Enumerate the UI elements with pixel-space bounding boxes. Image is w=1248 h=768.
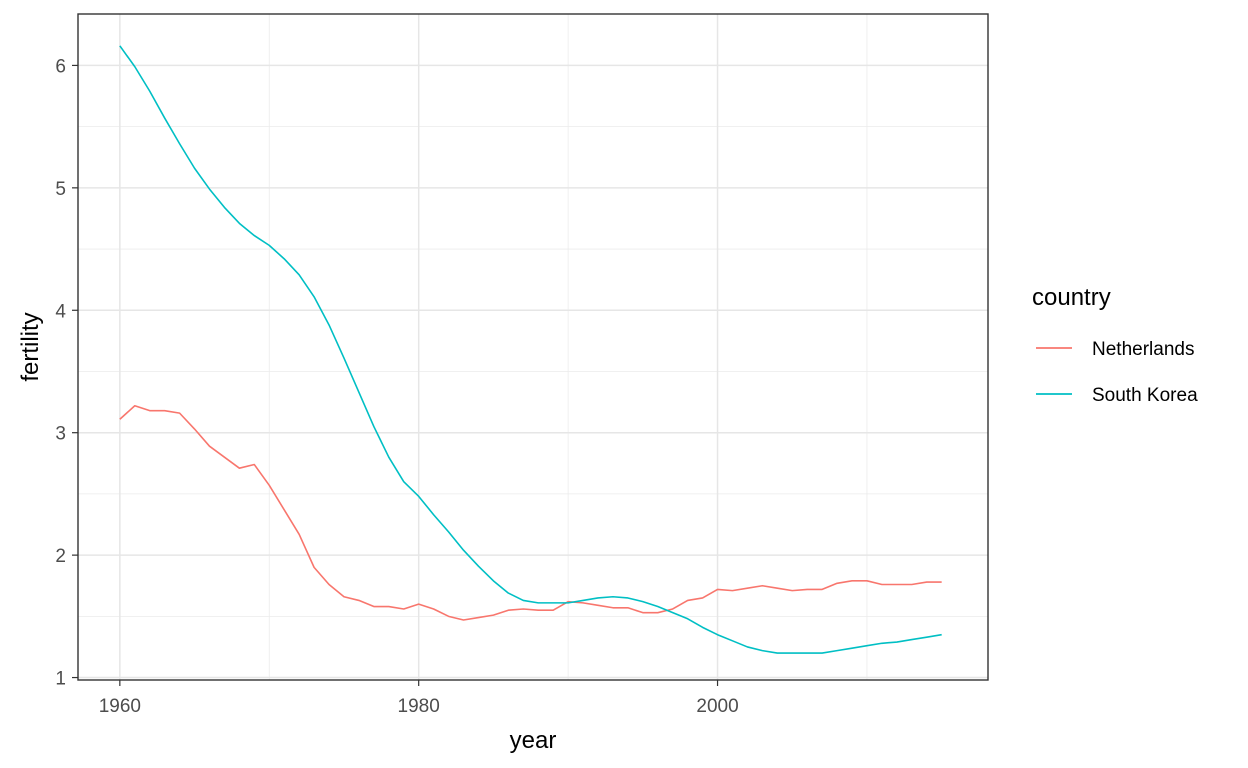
series-line-netherlands — [119, 404, 942, 621]
legend-label-netherlands: Netherlands — [1092, 339, 1194, 360]
y-tick-label: 3 — [55, 424, 66, 445]
plot-panel-border — [77, 13, 989, 681]
series-lines — [119, 45, 942, 654]
plot-panel-background — [78, 14, 988, 680]
y-axis: 1 2 3 4 5 6 — [55, 56, 78, 690]
legend-label-south-korea: South Korea — [1092, 385, 1198, 406]
legend: country Netherlands South Korea — [1032, 284, 1198, 406]
major-gridlines — [78, 14, 988, 680]
y-tick-label: 1 — [55, 669, 66, 690]
x-axis: 1960 1980 2000 — [99, 680, 739, 717]
legend-title: country — [1032, 284, 1111, 311]
y-tick-label: 5 — [55, 179, 66, 200]
y-tick-label: 4 — [55, 301, 66, 322]
y-tick-label: 2 — [55, 546, 66, 567]
y-axis-title: fertility — [17, 312, 44, 381]
x-tick-label: 1980 — [398, 696, 440, 717]
minor-gridlines — [78, 14, 988, 680]
plot-area — [77, 13, 989, 681]
y-tick-label: 6 — [55, 56, 66, 77]
x-tick-label: 2000 — [696, 696, 738, 717]
x-axis-title: year — [510, 727, 557, 754]
series-line-south-korea — [119, 45, 942, 654]
x-tick-label: 1960 — [99, 696, 141, 717]
legend-items: Netherlands South Korea — [1036, 339, 1198, 406]
